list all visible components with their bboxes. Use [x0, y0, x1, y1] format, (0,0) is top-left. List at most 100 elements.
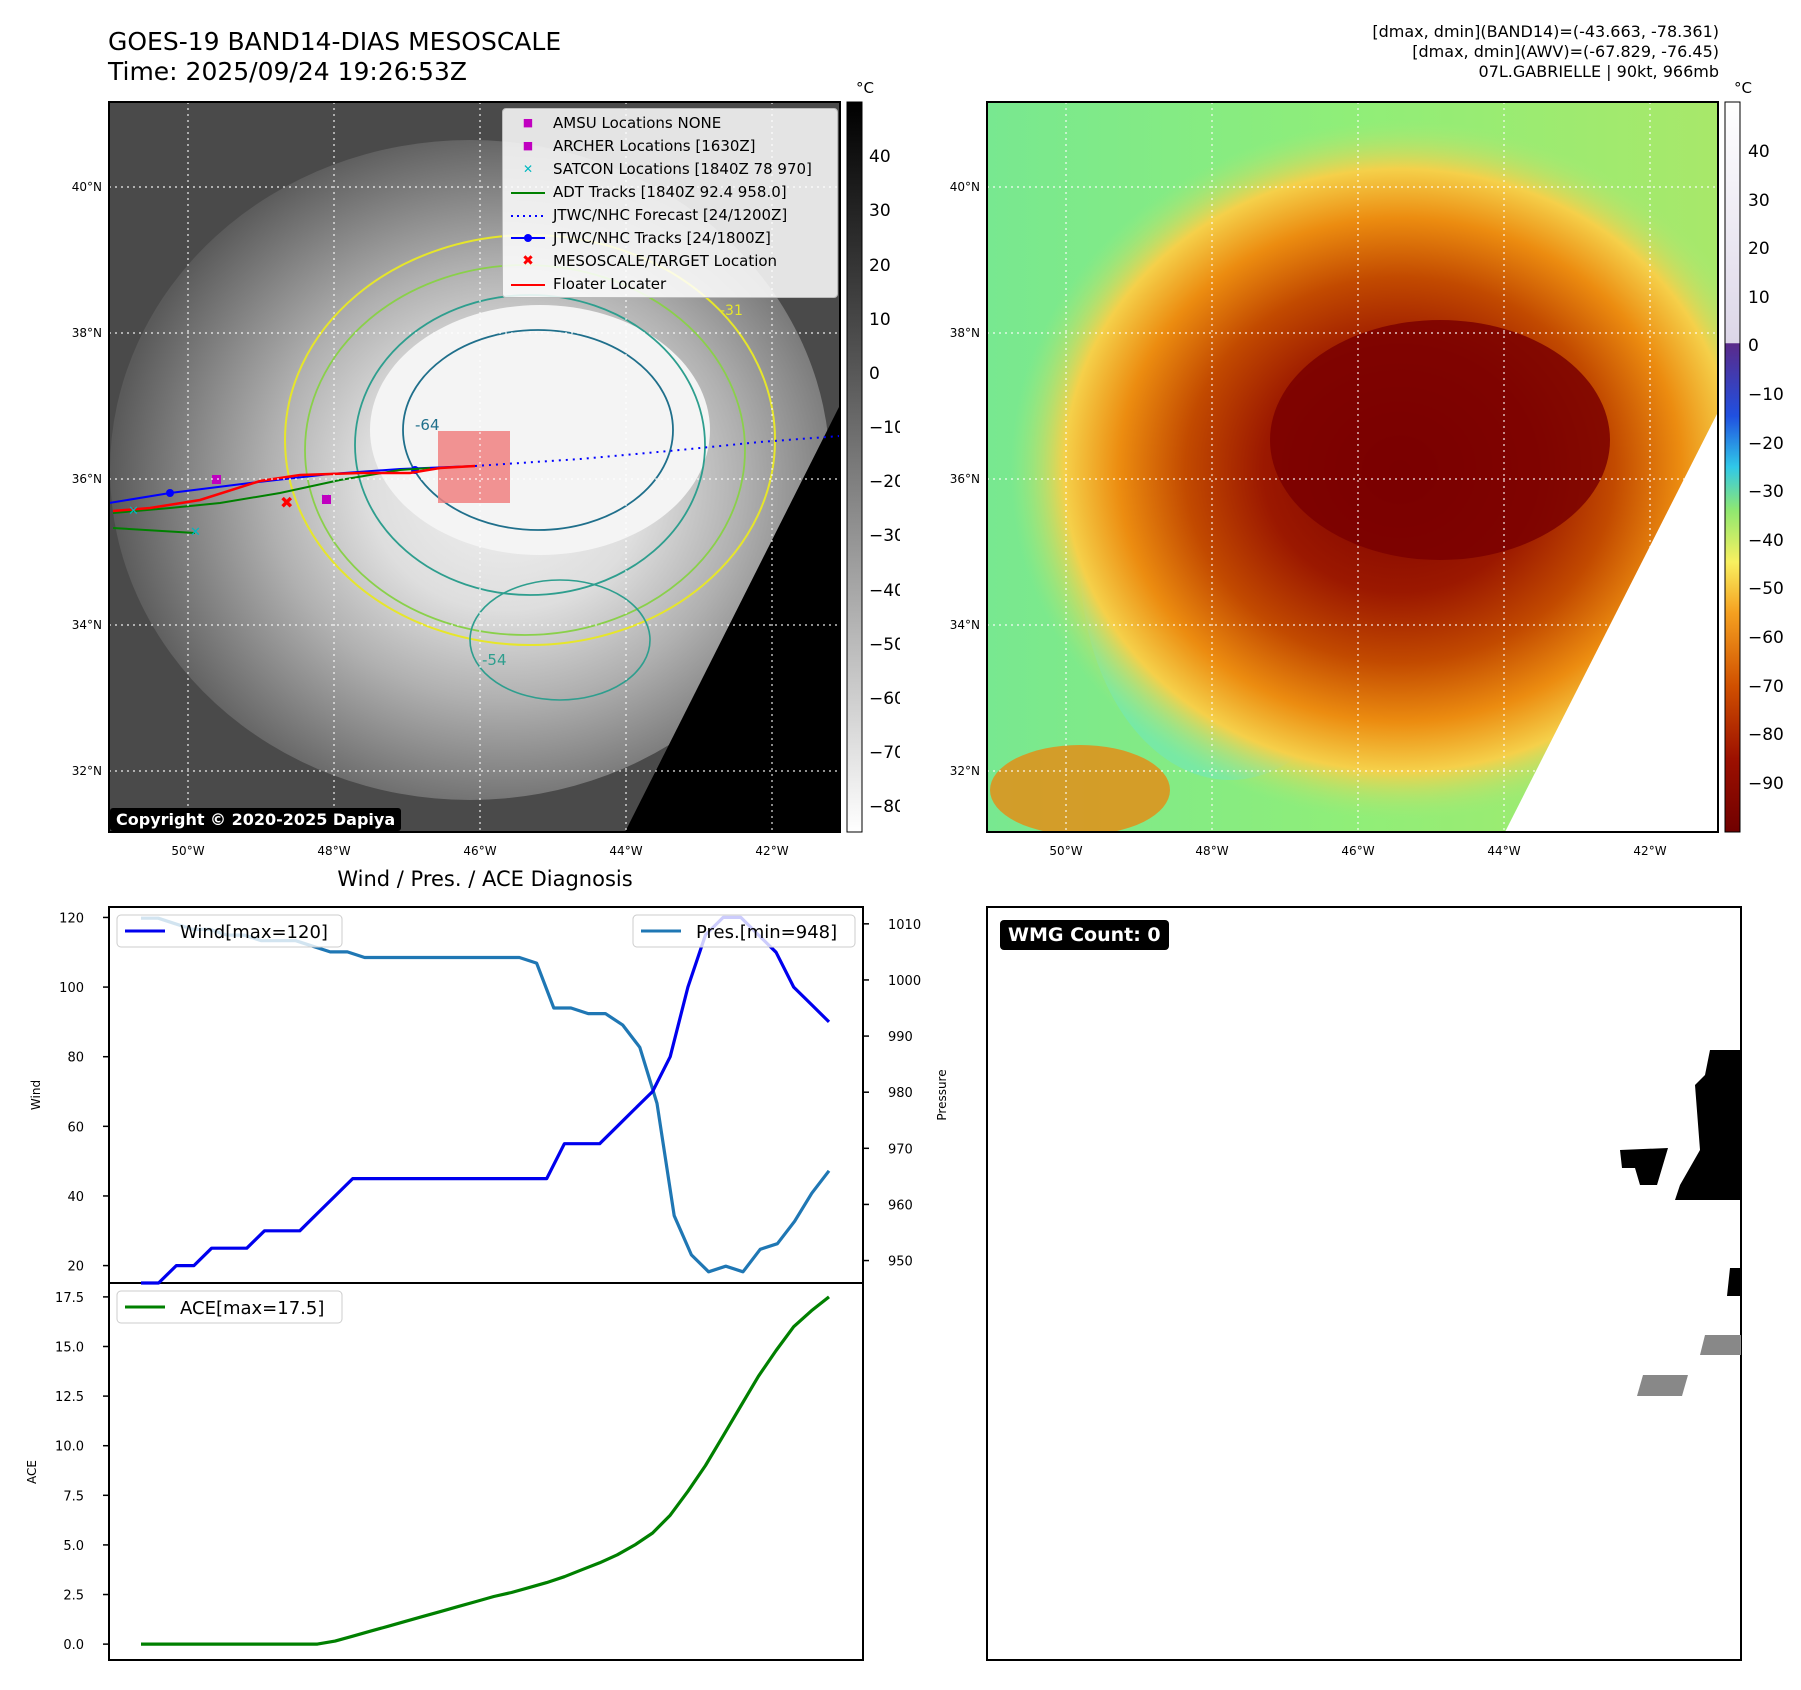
cbar-tick: 40 [869, 147, 891, 167]
copyright-label: Copyright © 2020-2025 Dapiya [110, 808, 402, 831]
legend-item-adt: ADT Tracks [1840Z 92.4 958.0] [511, 181, 787, 201]
map-gridlines [987, 102, 1718, 832]
lat-label: 32°N [72, 764, 102, 778]
wind-ticks: 20 40 60 80 100 120 [59, 911, 109, 1275]
ace-tick-label: 0.0 [63, 1638, 84, 1653]
lat-label: 40°N [72, 180, 102, 194]
wind-legend-label: Wind[max=120] [180, 922, 328, 943]
archer-marker [322, 495, 331, 504]
diagnostic-info: [dmax, dmin](BAND14)=(-43.663, -78.361) … [1372, 22, 1719, 82]
wmg-shape [1700, 1335, 1741, 1355]
colorbar-unit: °C [1734, 79, 1752, 97]
storm-cdo [1270, 320, 1610, 560]
ace-ticks: 0.0 2.5 5.0 7.5 10.0 12.5 15.0 17.5 [55, 1291, 109, 1653]
legend-item-target: ✖ MESOSCALE/TARGET Location [511, 250, 777, 270]
color-colorbar-ticks: 40 30 20 10 0 −10 −20 −30 −40 −50 −60 −7… [1748, 142, 1784, 794]
wind-pressure-ace-diagnosis: Wind / Pres. / ACE Diagnosis Wind Pressu… [25, 867, 949, 1661]
ace-legend-label: ACE[max=17.5] [180, 1298, 324, 1319]
cbar-tick: 20 [1748, 239, 1770, 259]
cbar-tick: −10 [869, 418, 900, 438]
jtwc-forecast-line [474, 435, 840, 467]
lat-label: 38°N [950, 326, 980, 340]
wmg-frame [986, 906, 1742, 1661]
contour-label-31: -31 [720, 303, 743, 319]
cbar-tick: −70 [1748, 677, 1784, 697]
ace-tick-label: 15.0 [55, 1340, 84, 1355]
lon-label: 42°W [1633, 844, 1666, 858]
legend-item-amsu: ■ AMSU Locations NONE [511, 112, 721, 132]
lat-label: 36°N [950, 472, 980, 486]
lon-label: 50°W [171, 844, 204, 858]
x-marker-icon: ✕ [522, 161, 534, 176]
square-marker-icon: ■ [522, 115, 534, 129]
wmg-count-label: WMG Count: 0 [1000, 920, 1169, 950]
cbar-tick: −40 [869, 581, 900, 601]
contour-64 [402, 329, 674, 531]
cbar-tick: −60 [1748, 628, 1784, 648]
cbar-tick: −50 [869, 635, 900, 655]
legend-item-tracks: JTWC/NHC Tracks [24/1800Z] [511, 227, 771, 247]
grayscale-ir-map: -31 -54 -64 ✖ ✕ ✕ ✕ 40°N 38°N 36°N 34°N [72, 79, 900, 858]
cbar-tick: −80 [869, 797, 900, 817]
adt-track-line [112, 467, 431, 514]
grayscale-colorbar [846, 101, 863, 833]
cloud-band-south [990, 745, 1170, 832]
no-data-region [625, 405, 840, 832]
cbar-tick: 30 [1748, 191, 1770, 211]
lat-label: 36°N [72, 472, 102, 486]
line-dot-icon [511, 228, 545, 248]
mesoscale-location-marker: ✖ [280, 493, 293, 512]
square-marker-icon: ■ [522, 138, 534, 152]
lon-label: 42°W [755, 844, 788, 858]
ace-tick-label: 12.5 [55, 1390, 84, 1405]
pressure-tick-label: 980 [888, 1086, 913, 1101]
ace-series-line [141, 1295, 830, 1646]
lat-label: 32°N [950, 764, 980, 778]
pressure-tick-label: 1010 [888, 918, 921, 933]
ace-tick-label: 7.5 [63, 1489, 84, 1504]
wind-tick-label: 100 [59, 981, 84, 996]
colorbar-unit: °C [856, 79, 874, 97]
map-frame [986, 101, 1719, 833]
chart-title-line2: Time: 2025/09/24 19:26:53Z [108, 57, 467, 86]
satcon-marker: ✕ [190, 525, 201, 540]
pressure-tick-label: 990 [888, 1030, 913, 1045]
pressure-tick-label: 960 [888, 1198, 913, 1213]
pressure-ticks: 950 960 970 980 990 1000 1010 [863, 918, 921, 1270]
lat-label: 34°N [72, 618, 102, 632]
lat-label: 34°N [950, 618, 980, 632]
jtwc-track-point [166, 489, 174, 497]
no-data-region [1505, 412, 1718, 832]
wmg-shape [1620, 1148, 1668, 1185]
lon-label: 48°W [317, 844, 350, 858]
lon-label: 46°W [463, 844, 496, 858]
ace-legend [116, 1290, 343, 1324]
wmg-shape [1637, 1375, 1688, 1396]
info-awv: [dmax, dmin](AWV)=(-67.829, -76.45) [1412, 42, 1719, 61]
cbar-tick: −90 [1748, 774, 1784, 794]
lon-label: 48°W [1195, 844, 1228, 858]
satcon-marker: ✕ [128, 504, 139, 519]
cbar-tick: −20 [869, 472, 900, 492]
cbar-tick: 10 [869, 310, 891, 330]
adt-track-line-2 [112, 527, 196, 534]
legend-item-floater: Floater Locater [511, 273, 666, 293]
floater-locater-line [112, 464, 476, 513]
contour-54-south [469, 579, 651, 701]
ace-tick-label: 10.0 [55, 1440, 84, 1455]
solid-line-icon [511, 182, 545, 202]
ace-tick-label: 5.0 [63, 1539, 84, 1554]
cbar-tick: −30 [869, 526, 900, 546]
pressure-series-line [141, 916, 831, 1274]
series-lines [141, 915, 831, 1646]
cbar-tick: 0 [869, 364, 880, 384]
wind-pressure-plot-frame [108, 906, 864, 1284]
info-band14: [dmax, dmin](BAND14)=(-43.663, -78.361) [1372, 22, 1719, 41]
pressure-tick-label: 970 [888, 1142, 913, 1157]
map-frame [108, 101, 841, 833]
wind-tick-label: 60 [67, 1120, 84, 1135]
ace-tick-label: 2.5 [63, 1589, 84, 1604]
diagnosis-title: Wind / Pres. / ACE Diagnosis [337, 867, 632, 891]
pressure-legend-label: Pres.[min=948] [696, 922, 837, 943]
pressure-axis-label: Pressure [935, 1069, 949, 1120]
